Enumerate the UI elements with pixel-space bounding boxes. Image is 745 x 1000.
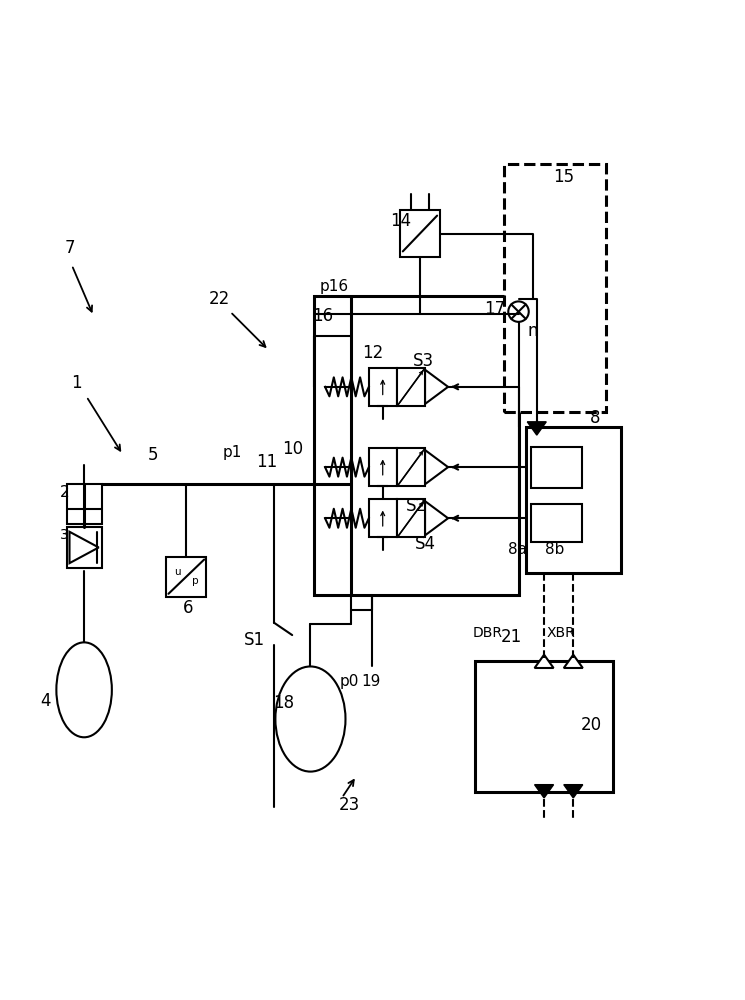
Text: 5: 5	[148, 446, 159, 464]
Text: 20: 20	[581, 716, 602, 734]
Text: p: p	[191, 576, 198, 586]
Text: 12: 12	[362, 344, 383, 362]
Text: S3: S3	[413, 352, 434, 370]
Text: 16: 16	[312, 307, 334, 325]
Text: p0: p0	[340, 674, 359, 689]
Text: 2: 2	[60, 485, 69, 500]
Polygon shape	[425, 501, 448, 535]
Polygon shape	[425, 370, 448, 404]
Text: 4: 4	[40, 692, 51, 710]
Polygon shape	[527, 422, 546, 435]
Text: S4: S4	[414, 535, 436, 553]
Polygon shape	[69, 532, 98, 563]
Bar	[369, 368, 396, 406]
Text: 7: 7	[64, 239, 74, 257]
Bar	[314, 296, 519, 595]
Text: 22: 22	[209, 290, 229, 308]
Text: 10: 10	[282, 440, 302, 458]
Polygon shape	[425, 450, 448, 484]
Bar	[369, 499, 396, 537]
Bar	[66, 527, 101, 568]
Text: 17: 17	[484, 300, 506, 318]
Text: 6: 6	[183, 599, 194, 617]
Text: 18: 18	[273, 694, 294, 712]
Polygon shape	[564, 655, 583, 668]
Ellipse shape	[57, 642, 112, 737]
Text: S1: S1	[244, 631, 264, 649]
Text: 14: 14	[390, 212, 410, 230]
Text: p1: p1	[223, 445, 242, 460]
Polygon shape	[535, 785, 554, 798]
Bar	[504, 164, 606, 412]
Bar	[531, 504, 582, 542]
Text: DBR: DBR	[473, 626, 503, 640]
Text: 1: 1	[72, 374, 82, 392]
Polygon shape	[564, 785, 583, 798]
Text: 23: 23	[338, 796, 360, 814]
Bar	[397, 499, 425, 537]
Bar	[397, 368, 425, 406]
Bar	[531, 447, 582, 488]
Bar	[166, 557, 206, 597]
Polygon shape	[535, 655, 554, 668]
Bar	[66, 484, 101, 524]
Bar	[400, 210, 440, 257]
Text: u: u	[174, 567, 181, 577]
Ellipse shape	[276, 666, 346, 772]
Bar	[369, 448, 396, 486]
Text: XBR: XBR	[547, 626, 575, 640]
Text: 19: 19	[361, 674, 381, 689]
Bar	[475, 661, 613, 792]
Text: S2: S2	[406, 497, 427, 515]
Text: 15: 15	[554, 168, 574, 186]
Bar	[526, 427, 621, 573]
Text: 8a: 8a	[507, 542, 527, 557]
Bar	[397, 448, 425, 486]
Text: 8: 8	[590, 409, 600, 427]
Text: 3: 3	[60, 528, 69, 542]
Text: n: n	[528, 322, 539, 340]
Text: p16: p16	[320, 279, 349, 294]
Text: 21: 21	[501, 628, 522, 646]
Text: 8b: 8b	[545, 542, 565, 557]
Text: 11: 11	[256, 453, 277, 471]
